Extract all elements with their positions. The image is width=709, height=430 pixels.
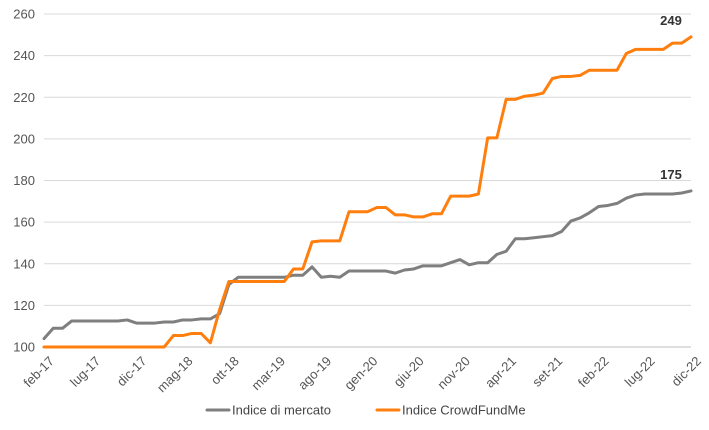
gridlines xyxy=(44,13,691,306)
legend-label-1: Indice di mercato xyxy=(232,403,331,418)
x-tick-label: feb-22 xyxy=(575,353,612,390)
x-tick-label: set-21 xyxy=(529,353,565,389)
x-tick-label: dic-22 xyxy=(668,353,704,389)
y-tick-label: 160 xyxy=(13,215,35,230)
y-axis-tick-labels: 100 120 140 160 180 200 220 240 260 xyxy=(13,7,35,355)
legend: Indice di mercato Indice CrowdFundMe xyxy=(205,403,526,418)
y-tick-label: 240 xyxy=(13,48,35,63)
x-axis-tick-labels: feb-17 lug-17 dic-17 mag-18 ott-18 mar-19 ago-… xyxy=(20,353,704,395)
x-tick-label: lug-22 xyxy=(622,353,658,389)
y-tick-label: 220 xyxy=(13,90,35,105)
y-tick-label: 180 xyxy=(13,173,35,188)
x-tick-label: mag-18 xyxy=(154,353,196,395)
x-tick-label: dic-17 xyxy=(114,353,150,389)
x-tick-label: mar-19 xyxy=(248,353,288,393)
x-tick-label: ago-19 xyxy=(295,353,334,392)
y-tick-label: 100 xyxy=(13,340,35,355)
y-tick-label: 260 xyxy=(13,7,35,22)
end-value-label-2: 249 xyxy=(660,13,682,28)
y-tick-label: 200 xyxy=(13,131,35,146)
x-tick-label: apr-21 xyxy=(482,353,519,390)
series-lines xyxy=(42,35,693,349)
series-line-1 xyxy=(42,189,693,341)
legend-label-2: Indice CrowdFundMe xyxy=(402,403,526,418)
end-value-labels: 175 249 xyxy=(660,13,682,182)
x-tick-label: nov-20 xyxy=(434,353,473,392)
x-tick-label: giu-20 xyxy=(391,353,427,389)
end-value-label-1: 175 xyxy=(660,167,682,182)
x-tick-label: gen-20 xyxy=(341,353,380,392)
x-tick-label: lug-17 xyxy=(67,353,103,389)
x-tick-label: feb-17 xyxy=(20,353,57,390)
series-line-2 xyxy=(42,35,693,349)
y-tick-label: 120 xyxy=(13,298,35,313)
x-tick-label: ott-18 xyxy=(208,353,242,387)
y-tick-label: 140 xyxy=(13,256,35,271)
